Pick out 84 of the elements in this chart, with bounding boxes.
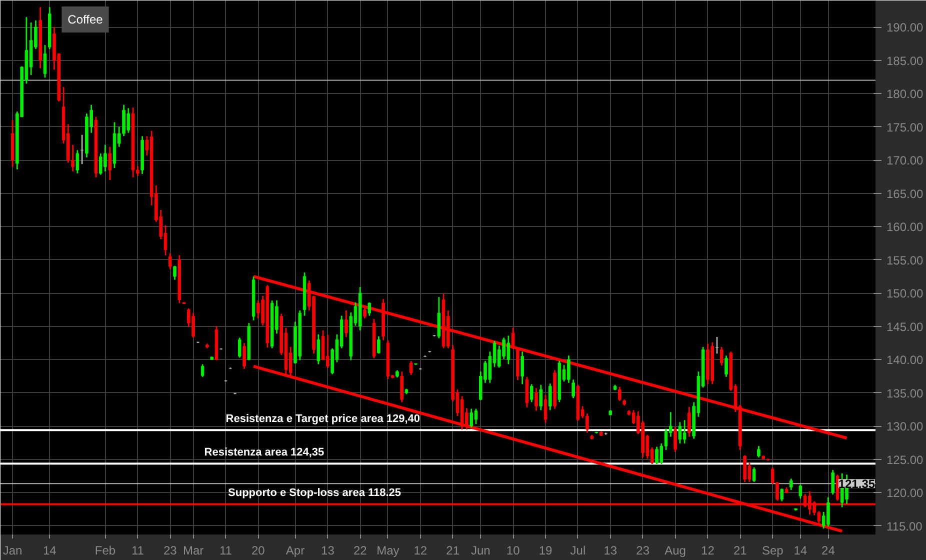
y-tick-label: 160.00 (886, 220, 924, 234)
x-tick-label: Aug (664, 544, 686, 558)
x-tick-label: Jan (2, 544, 22, 558)
candlestick (544, 394, 548, 424)
text: Coffee (68, 12, 104, 26)
ref-line-label: Resistenza e Target price area 129,40 (226, 413, 420, 426)
x-tick-label: 22 (353, 544, 368, 558)
candlestick (316, 334, 320, 365)
x-tick-label: 11 (220, 544, 232, 558)
y-tick-label: 145.00 (886, 320, 924, 334)
x-tick-label: 13 (604, 544, 618, 558)
x-tick-label: 21 (446, 544, 460, 558)
candlestick (173, 265, 176, 281)
x-tick-label: Jul (570, 544, 586, 558)
candlestick (752, 466, 756, 483)
candlestick (530, 384, 534, 403)
candlestick (368, 302, 372, 316)
x-tick-label: Mar (182, 544, 204, 558)
candlestick (688, 406, 691, 438)
x-tick-label: 23 (163, 544, 178, 558)
candlestick (238, 336, 242, 358)
candlestick (618, 386, 622, 402)
y-tick-label: 135.00 (886, 386, 924, 400)
y-tick-label: 125.00 (886, 452, 924, 467)
candlestick (108, 146, 112, 181)
candlestick (437, 296, 441, 340)
candlestick (757, 445, 760, 458)
x-tick-label: 14 (42, 544, 57, 558)
candlestick (548, 382, 552, 411)
candlestick (200, 364, 204, 378)
candlestick (409, 360, 413, 376)
x-tick-label: 20 (252, 544, 266, 558)
candlestick (572, 378, 575, 399)
candlestick (790, 478, 793, 491)
x-tick-label: 19 (538, 544, 553, 558)
candlestick (76, 149, 80, 174)
x-tick-label: 14 (794, 544, 808, 558)
y-tick-label: 190.00 (886, 20, 924, 35)
x-tick-label: 11 (131, 544, 144, 558)
y-tick-label: 115.00 (886, 519, 923, 534)
y-tick-label: 170.00 (886, 154, 924, 168)
x-tick-label: Feb (94, 544, 116, 558)
x-tick-label: 21 (734, 544, 748, 558)
candlestick (539, 384, 543, 411)
candlestick (534, 388, 538, 412)
candlestick (242, 342, 246, 370)
x-tick-label: 13 (321, 544, 335, 558)
x-tick-label: May (376, 544, 400, 558)
candlestick (377, 336, 380, 354)
candlestick (724, 354, 728, 378)
y-tick-label: 175.00 (886, 120, 924, 134)
ref-line-label: 121.35 (838, 477, 876, 492)
candlestick (363, 305, 366, 320)
x-tick-label: 10 (506, 544, 520, 558)
x-tick-label: Sep (762, 544, 784, 558)
ref-line-label: Supporto e Stop-loss area 118.25 (228, 487, 402, 500)
x-tick-label: Apr (286, 544, 305, 558)
x-tick-label: 23 (636, 544, 650, 558)
y-tick-label: 185.00 (886, 54, 924, 68)
candlestick (168, 252, 172, 270)
y-tick-label: 130.00 (886, 420, 924, 434)
candlestick (520, 350, 524, 385)
y-tick-label: 150.00 (886, 286, 924, 301)
y-tick-label: 120.00 (886, 486, 924, 500)
candlestick (344, 310, 348, 338)
candlestick (43, 44, 47, 78)
x-tick-label: 12 (414, 544, 428, 558)
candlestick (780, 488, 784, 502)
candlestick (400, 370, 404, 403)
y-tick-label: 140.00 (886, 353, 924, 368)
candlestick (831, 469, 835, 496)
y-tick-label: 180.00 (886, 87, 924, 102)
candlestick (470, 408, 474, 428)
x-tick-label: Jun (470, 544, 490, 558)
candlestick (511, 326, 515, 350)
x-tick-label: 12 (701, 544, 715, 558)
y-tick-label: 155.00 (886, 253, 924, 268)
candlestick (720, 346, 724, 366)
x-tick-label: 24 (822, 544, 836, 558)
ref-line-label: Resistenza area 124,35 (204, 446, 324, 459)
candlestick (798, 484, 802, 500)
candlestick (674, 426, 677, 453)
y-tick-label: 165.00 (886, 186, 924, 201)
candlestick (525, 376, 529, 408)
